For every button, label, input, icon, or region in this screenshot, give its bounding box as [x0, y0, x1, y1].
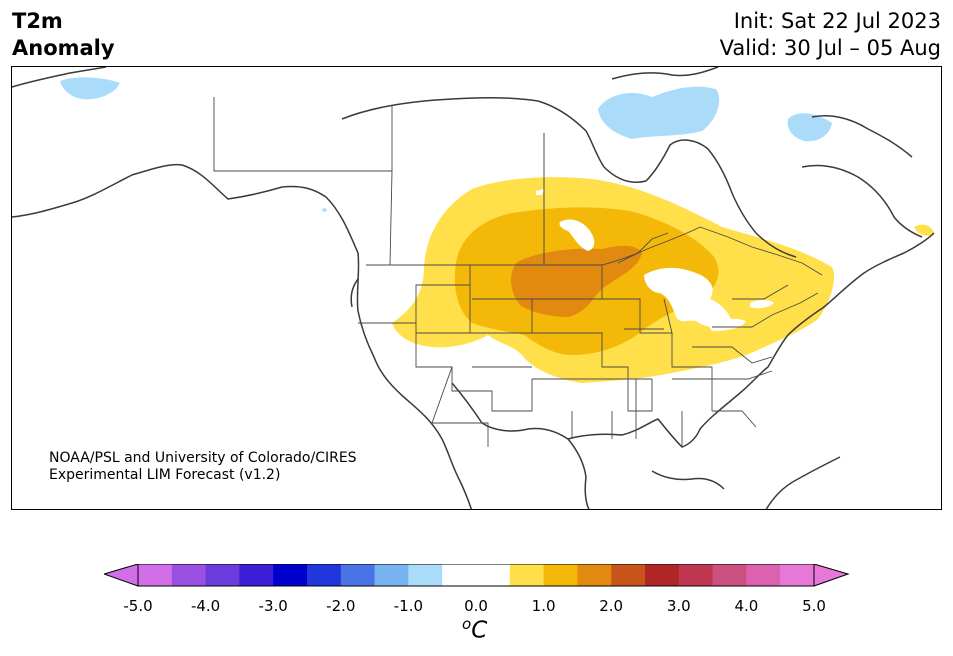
colorbar-tick-label: -3.0 [258, 597, 288, 615]
colorbar-tick-label: 5.0 [802, 597, 826, 615]
colorbar-outline [137, 564, 815, 587]
coastlines [12, 67, 935, 509]
colorbar-tick-label: -5.0 [123, 597, 153, 615]
lake-ontario [750, 300, 774, 309]
anomaly-map [12, 67, 935, 509]
colorbar-segment [712, 564, 747, 586]
init-date: Init: Sat 22 Jul 2023 [733, 9, 941, 33]
cool-anomaly-quebec [787, 113, 832, 142]
colorbar-segment [374, 564, 409, 586]
credit-text: NOAA/PSL and University of Colorado/CIRE… [49, 450, 357, 484]
colorbar-segment [543, 564, 578, 586]
colorbar-tick-label: 4.0 [734, 597, 759, 615]
colorbar-segment [273, 564, 308, 586]
colorbar-tick-label: -1.0 [393, 597, 424, 615]
colorbar-segment [746, 564, 781, 586]
colorbar-over-arrow [813, 564, 850, 587]
colorbar [104, 564, 850, 587]
colorbar-segment [476, 564, 511, 586]
credit-line-2: Experimental LIM Forecast (v1.2) [49, 467, 281, 483]
cool-anomaly-hudson [598, 86, 720, 139]
colorbar-segment [138, 564, 173, 586]
forecast-dates: Init: Sat 22 Jul 2023 Valid: 30 Jul – 05… [720, 8, 941, 62]
borders [213, 97, 823, 447]
cool-anomaly-alaska [60, 77, 120, 100]
colorbar-under-arrow [104, 564, 139, 587]
title-line-2: Anomaly [12, 36, 115, 60]
colorbar-segments [138, 564, 815, 586]
colorbar-segment [408, 564, 443, 586]
colorbar-segment [307, 564, 342, 586]
map-panel [11, 66, 942, 510]
unit-superscript: o [462, 615, 472, 633]
colorbar-tick-label: 2.0 [599, 597, 624, 615]
colorbar-segment [171, 564, 207, 586]
lake-small [536, 189, 544, 195]
colorbar-tick-label: 0.0 [464, 597, 488, 615]
unit-label: C [471, 617, 488, 644]
colorbar-tick-label: 3.0 [666, 597, 691, 615]
colorbar-segment [780, 564, 815, 586]
lake-winnipeg [559, 219, 595, 251]
map-title: T2m Anomaly [12, 8, 115, 62]
colorbar-segment [340, 564, 376, 586]
colorbar-segment [645, 564, 680, 586]
title-line-1: T2m [12, 9, 63, 33]
warm-anomaly-east-tip [914, 224, 934, 236]
colorbar-segment [239, 564, 274, 586]
colorbar-tick-label: 1.0 [531, 597, 556, 615]
colorbar-segment [611, 564, 646, 586]
credit-line-1: NOAA/PSL and University of Colorado/CIRE… [49, 450, 357, 466]
colorbar-segment [577, 564, 612, 586]
lake-erie [708, 318, 746, 331]
colorbar-segment [509, 564, 545, 586]
colorbar-unit: oC [462, 615, 487, 644]
colorbar-segment [678, 564, 714, 586]
colorbar-tick-label: -2.0 [326, 597, 356, 615]
cool-anomaly-small [322, 208, 327, 212]
valid-range: Valid: 30 Jul – 05 Aug [719, 36, 941, 60]
colorbar-segment [205, 564, 240, 586]
colorbar-tick-label: -4.0 [190, 597, 221, 615]
colorbar-segment [442, 564, 477, 586]
great-lakes [644, 267, 732, 327]
